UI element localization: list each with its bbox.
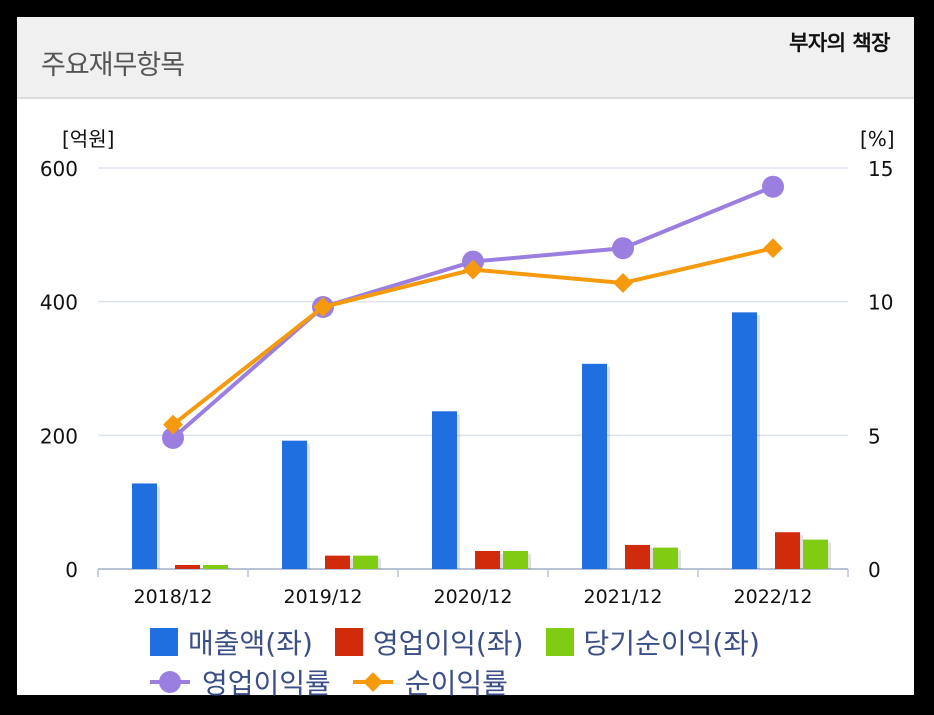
revenue-bar [432, 411, 457, 569]
right-tick-label: 15 [868, 157, 893, 181]
operating-profit-bar [625, 544, 650, 569]
net-margin-point [163, 414, 183, 435]
operating-profit-bar [775, 532, 800, 569]
left-tick-label: 200 [40, 424, 78, 448]
net-income-bar [653, 547, 678, 569]
legend-label-operating-profit: 영업이익(좌) [372, 627, 524, 660]
x-tick-label: 2022/12 [734, 586, 813, 608]
operating-profit-bar [175, 564, 200, 569]
x-tick-label: 2018/12 [134, 586, 213, 608]
operating-margin-point [612, 237, 634, 260]
left-tick-label: 400 [40, 291, 78, 315]
net-margin-point [313, 297, 333, 317]
left-tick-label: 600 [40, 157, 78, 181]
right-axis-unit-label: [%] [860, 127, 895, 151]
operating-profit-bar [325, 555, 350, 569]
x-tick-label: 2021/12 [584, 586, 663, 608]
panel-header: 주요재무항목 [17, 17, 914, 99]
net-income-bar [203, 564, 228, 569]
right-tick-label: 0 [868, 558, 881, 582]
net-margin-point [463, 259, 483, 280]
legend-item-net-margin[interactable]: 순이익률 [352, 662, 508, 702]
legend-row-lines: 영업이익률 순이익률 [150, 662, 530, 702]
legend-item-operating-profit[interactable]: 영업이익(좌) [334, 622, 524, 662]
right-tick-label: 5 [868, 424, 881, 448]
legend-swatch-revenue [150, 628, 178, 656]
watermark-text: 부자의 책장 [789, 31, 890, 55]
legend-swatch-net-margin [352, 668, 393, 696]
x-tick-label: 2020/12 [434, 586, 513, 608]
right-tick-label: 10 [868, 291, 893, 315]
legend-item-revenue[interactable]: 매출액(좌) [150, 622, 313, 662]
net-margin-point [613, 273, 633, 293]
legend-swatch-operating-margin [150, 668, 190, 696]
revenue-bar [132, 483, 157, 569]
revenue-bar [582, 363, 607, 569]
operating-margin-point [762, 175, 784, 198]
x-tick-label: 2019/12 [284, 586, 363, 608]
revenue-bar [282, 440, 307, 569]
operating-margin-line [171, 184, 774, 440]
net-margin-point [763, 238, 783, 259]
chart-panel: 주요재무항목 부자의 책장 [17, 17, 914, 695]
net-income-bar [503, 550, 528, 569]
legend-label-revenue: 매출액(좌) [188, 627, 313, 660]
operating-margin-point [162, 427, 184, 450]
net-income-bar [353, 555, 378, 569]
legend-label-net-margin: 순이익률 [404, 667, 508, 700]
legend-swatch-net-income [545, 628, 574, 656]
net-income-bar [803, 539, 828, 569]
operating-profit-bar [475, 550, 500, 569]
left-axis-unit-label: [억원] [62, 127, 114, 151]
legend-item-operating-margin[interactable]: 영업이익률 [150, 662, 331, 702]
legend-label-operating-margin: 영업이익률 [202, 667, 331, 700]
panel-title: 주요재무항목 [41, 50, 185, 81]
legend-row-bars: 매출액(좌) 영업이익(좌) 당기순이익(좌) [150, 622, 782, 662]
revenue-bar [732, 312, 757, 569]
legend-item-net-income[interactable]: 당기순이익(좌) [545, 622, 760, 662]
legend-swatch-operating-profit [334, 628, 363, 656]
legend-label-net-income: 당기순이익(좌) [583, 627, 760, 660]
left-tick-label: 0 [65, 558, 78, 582]
